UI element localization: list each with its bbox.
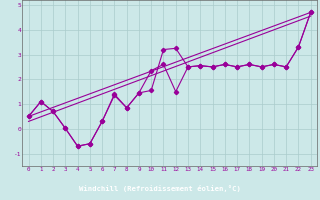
Text: Windchill (Refroidissement éolien,°C): Windchill (Refroidissement éolien,°C) <box>79 185 241 192</box>
